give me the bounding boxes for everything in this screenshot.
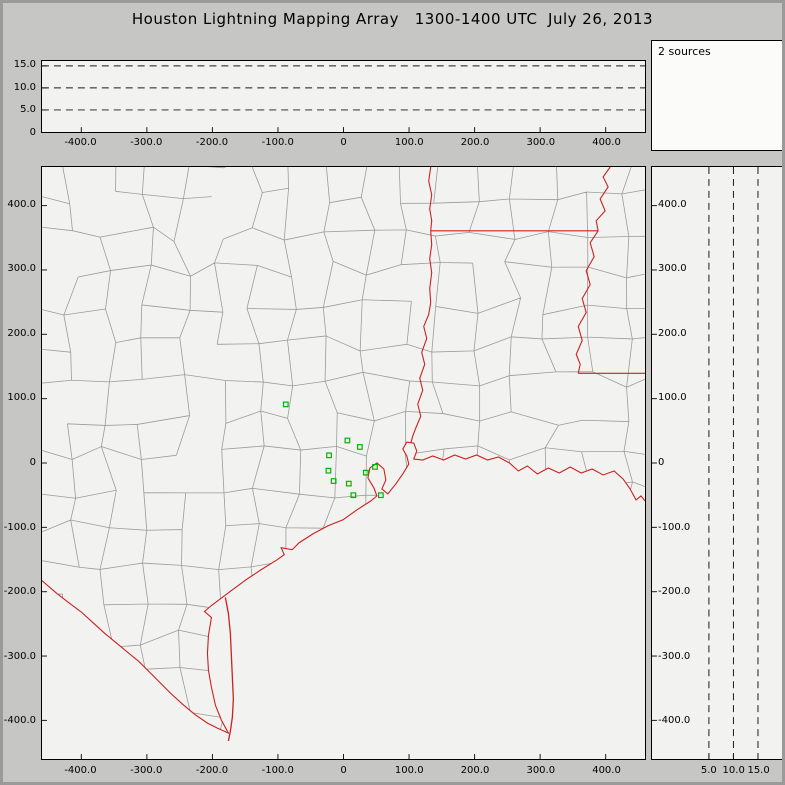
ew-axis-tick-label: 100.0: [394, 137, 424, 148]
ew-axis-tick-label: -200.0: [195, 765, 229, 776]
ns-axis-tick-label-right: 400.0: [658, 198, 687, 210]
ns-axis-tick-label: 400.0: [7, 198, 36, 210]
alt-axis-tick-label: 10.0: [13, 81, 36, 93]
altitude-ew-plot: [42, 65, 645, 132]
ew-axis-tick-label: 300.0: [526, 137, 556, 148]
ew-axis-tick-label: 200.0: [460, 137, 490, 148]
ew-axis-tick-label: 400.0: [592, 137, 621, 148]
ns-axis-tick-label: -100.0: [3, 521, 36, 533]
lma-station-marker: [345, 480, 352, 487]
alt-axis-tick-label: 15.0: [747, 765, 770, 776]
lma-station-marker: [356, 444, 363, 450]
altitude-ns-plot: [652, 167, 759, 759]
page-title: Houston Lightning Mapping Array 1300-140…: [131, 10, 654, 28]
source-count-label: 2 sources: [658, 45, 711, 58]
ns-axis-tick-label-right: 100.0: [658, 392, 687, 404]
ew-axis-tick-label: 400.0: [592, 765, 621, 776]
ew-axis-tick-label: -100.0: [261, 765, 294, 776]
lma-station-marker: [377, 492, 384, 499]
barrier-island: [224, 597, 235, 742]
state-borders: [410, 167, 645, 444]
ew-axis-tick-label: 300.0: [526, 765, 556, 776]
ns-axis-tick-label-right: -400.0: [658, 715, 691, 727]
lma-station-marker: [325, 467, 332, 474]
altitude-ns-panel[interactable]: [651, 166, 782, 760]
ew-axis-tick-label: -200.0: [195, 137, 229, 148]
ns-axis-tick-label-right: -200.0: [658, 586, 691, 598]
ew-axis-tick-label: -300.0: [130, 137, 163, 148]
alt-axis-tick-label: 10.0: [722, 765, 745, 776]
ns-axis-tick-label: 200.0: [7, 327, 36, 339]
lma-station-marker: [344, 437, 351, 444]
ew-axis-tick-label: -300.0: [130, 765, 163, 776]
ew-axis-tick-label: -100.0: [261, 137, 294, 148]
lma-stations: [282, 401, 384, 499]
ew-axis-tick-label: 100.0: [394, 765, 424, 776]
source-count-panel: 2 sources: [651, 40, 782, 151]
ew-axis-tick-label: 200.0: [460, 765, 490, 776]
ew-axis-tick-label: 0: [340, 765, 347, 776]
lma-station-marker: [372, 463, 378, 470]
lma-station-marker: [330, 478, 337, 484]
alt-axis-tick-label: 5.0: [20, 104, 36, 116]
alt-axis-tick-label: 15.0: [13, 58, 36, 70]
ns-axis-tick-label-right: 0: [658, 457, 665, 468]
ns-axis-tick-label: -400.0: [3, 715, 36, 727]
lma-station-marker: [326, 452, 332, 459]
ns-axis-tick-label: 0: [29, 457, 36, 468]
ew-axis-tick-label: -400.0: [64, 137, 97, 148]
county-boundaries: [42, 167, 645, 734]
alt-axis-tick-label: 0: [29, 127, 36, 138]
coastline: [42, 441, 645, 735]
lma-station-marker: [282, 401, 289, 408]
ns-axis-tick-label-right: 300.0: [658, 263, 687, 275]
ew-axis-tick-label: -400.0: [64, 765, 97, 776]
ns-axis-tick-label: 100.0: [7, 392, 36, 404]
ns-axis-tick-label: 300.0: [7, 263, 36, 275]
ns-axis-tick-label-right: -100.0: [658, 521, 691, 533]
ns-axis-tick-label-right: -300.0: [658, 650, 691, 662]
lma-station-marker: [362, 469, 369, 476]
ns-axis-tick-label: -200.0: [3, 586, 36, 598]
ns-axis-tick-label: -300.0: [3, 650, 36, 662]
plan-view-map-panel[interactable]: [41, 166, 646, 760]
lma-station-marker: [350, 492, 357, 499]
ew-axis-tick-label: 0: [340, 137, 347, 148]
altitude-ew-panel[interactable]: [41, 60, 646, 133]
alt-axis-tick-label: 5.0: [700, 765, 717, 776]
plan-view-map: [42, 167, 645, 759]
ns-axis-tick-label-right: 200.0: [658, 327, 687, 339]
